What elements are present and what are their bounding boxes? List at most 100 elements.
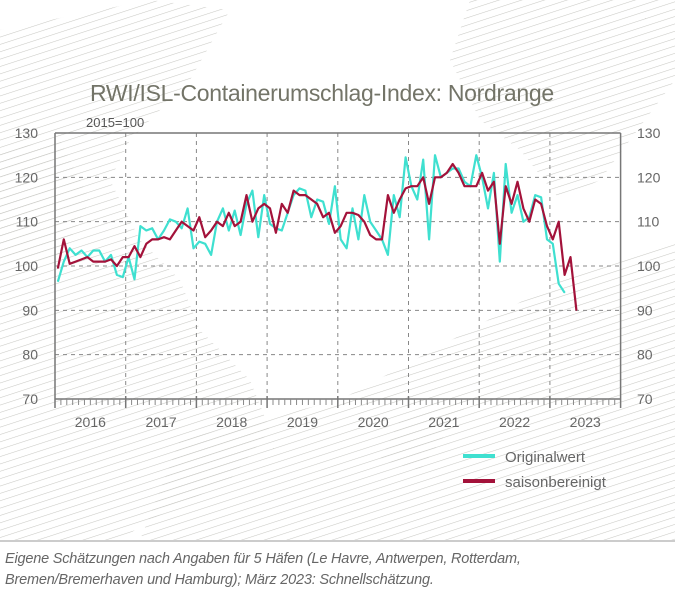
data-point <box>505 163 507 165</box>
data-point <box>63 238 65 240</box>
data-point <box>57 267 59 269</box>
data-point <box>463 185 466 187</box>
y-tick-label-left: 120 <box>15 169 39 185</box>
data-point <box>499 243 501 245</box>
data-point <box>422 159 424 161</box>
data-point <box>457 167 460 170</box>
data-point <box>192 229 195 232</box>
data-point <box>210 254 212 256</box>
data-point <box>540 196 542 198</box>
data-point <box>257 207 259 209</box>
data-point <box>357 238 360 240</box>
data-point <box>540 203 542 205</box>
data-point <box>251 190 253 192</box>
data-point <box>151 227 153 229</box>
data-point <box>546 238 548 240</box>
data-point <box>440 176 442 178</box>
data-point <box>145 229 147 232</box>
data-point <box>57 280 59 283</box>
data-point <box>446 172 448 174</box>
data-point <box>186 225 189 227</box>
chart-title: RWI/ISL-Containerumschlag-Index: Nordran… <box>90 80 554 106</box>
data-point <box>80 258 83 260</box>
x-tick-label: 2022 <box>499 414 530 430</box>
data-point <box>245 194 248 196</box>
data-point <box>340 238 342 240</box>
data-point <box>269 223 271 225</box>
data-point <box>475 185 477 187</box>
data-point <box>86 256 89 258</box>
data-point <box>275 232 277 234</box>
data-point <box>210 229 212 232</box>
data-point <box>522 221 524 223</box>
data-point <box>363 221 365 223</box>
data-point <box>281 203 283 205</box>
x-tick-label: 2021 <box>428 414 459 430</box>
data-point <box>116 274 118 276</box>
data-point <box>528 221 530 223</box>
data-point <box>198 216 200 218</box>
data-point <box>363 194 365 196</box>
data-point <box>369 234 371 236</box>
y-tick-label-left: 100 <box>15 258 39 274</box>
data-point <box>487 207 489 209</box>
data-point <box>351 207 354 209</box>
y-tick-label-left: 110 <box>16 214 39 230</box>
data-point <box>222 225 224 227</box>
data-point <box>304 194 306 196</box>
data-point <box>452 167 454 170</box>
data-point <box>257 236 259 238</box>
data-point <box>399 216 401 218</box>
data-point <box>457 172 460 174</box>
data-point <box>104 260 106 263</box>
data-point <box>110 254 112 256</box>
data-point <box>298 194 301 196</box>
data-point <box>163 229 165 232</box>
data-point <box>63 260 65 263</box>
data-point <box>293 190 295 192</box>
data-point <box>234 209 236 212</box>
data-point <box>316 198 318 201</box>
data-point <box>375 238 377 240</box>
data-point <box>328 223 330 225</box>
footer-line-1: Eigene Schätzungen nach Angaben für 5 Hä… <box>5 551 521 567</box>
data-point <box>204 236 206 238</box>
legend-label-seasonal: saisonbereinigt <box>505 474 607 491</box>
data-point <box>511 203 513 205</box>
data-point <box>434 176 436 178</box>
data-point <box>145 243 147 245</box>
data-point <box>399 198 401 201</box>
data-point <box>375 229 377 232</box>
data-point <box>263 194 265 196</box>
x-tick-label: 2016 <box>75 414 106 430</box>
legend: Originalwert saisonbereinigt <box>463 449 607 491</box>
data-point <box>298 187 301 190</box>
data-point <box>564 292 566 294</box>
data-point <box>322 201 324 203</box>
data-point <box>192 247 195 249</box>
data-point <box>198 241 200 243</box>
data-point <box>69 263 71 265</box>
data-point <box>469 185 471 187</box>
data-point <box>487 190 489 192</box>
data-point <box>269 207 271 209</box>
data-point <box>522 207 524 209</box>
data-point <box>92 260 94 263</box>
data-point <box>452 163 454 165</box>
data-point <box>493 181 495 183</box>
y-tick-label-right: 110 <box>637 214 660 230</box>
data-point <box>416 185 418 187</box>
data-point <box>328 212 330 214</box>
x-tick-label: 2018 <box>216 414 247 430</box>
data-point <box>133 278 136 280</box>
data-point <box>181 227 183 229</box>
data-point <box>516 181 519 183</box>
data-point <box>428 238 430 240</box>
data-point <box>564 274 566 276</box>
data-point <box>175 221 177 223</box>
data-point <box>481 172 483 174</box>
data-point <box>499 260 501 263</box>
data-point <box>316 203 318 205</box>
y-tick-label-right: 80 <box>637 347 653 363</box>
